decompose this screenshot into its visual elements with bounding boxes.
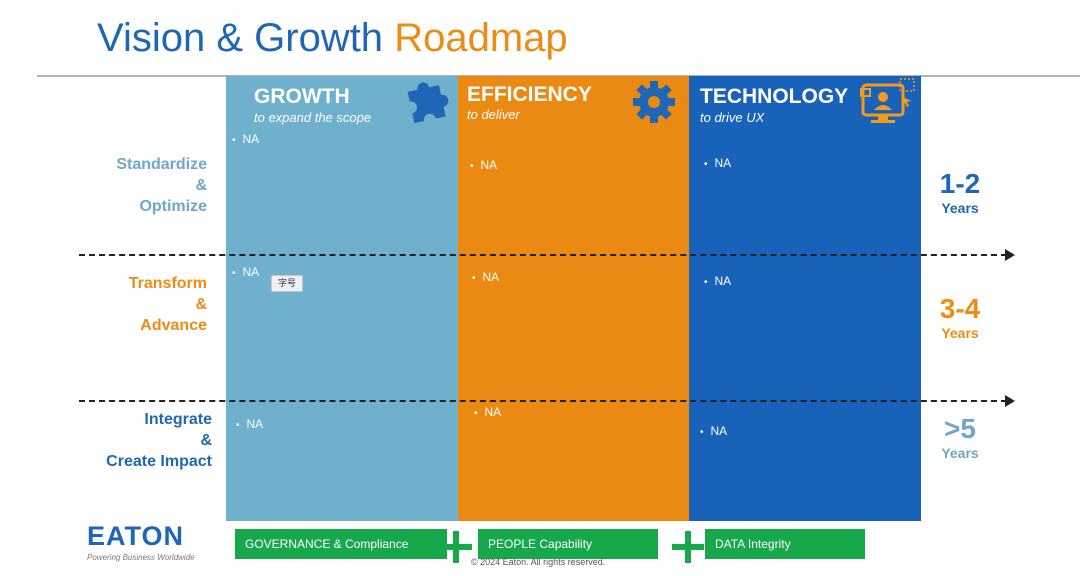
row-label-line: Advance <box>140 317 207 334</box>
years-1-2: 1-2 Years <box>920 168 1000 217</box>
growth-subtitle: to expand the scope <box>254 110 372 125</box>
arrowhead-icon <box>1005 249 1015 261</box>
plus-icon <box>440 531 472 563</box>
technology-bullet-1: NA <box>704 156 732 172</box>
font-size-tooltip: 字号 <box>271 275 304 292</box>
years-unit: Years <box>941 445 979 461</box>
monitor-user-icon <box>860 78 915 123</box>
row-label-line: Optimize <box>139 198 207 215</box>
title-main: Vision & Growth <box>97 16 384 60</box>
years-3-4: 3-4 Years <box>920 293 1000 342</box>
row-label-line: & <box>195 177 207 194</box>
puzzle-icon <box>407 82 449 124</box>
years-unit: Years <box>941 200 979 216</box>
plus-icon <box>672 531 704 563</box>
technology-bullet-2: NA <box>704 274 732 290</box>
efficiency-column <box>458 76 689 521</box>
efficiency-bullet-3: NA <box>474 405 502 421</box>
slide-title: Vision & Growth Roadmap <box>97 12 568 64</box>
row-label-line: Create Impact <box>106 453 212 470</box>
efficiency-bullet-1: NA <box>470 158 498 174</box>
pill-people: PEOPLE Capability <box>478 529 658 559</box>
row-label-line: Standardize <box>116 156 207 173</box>
growth-heading: GROWTH <box>254 85 350 108</box>
logo-tagline: Powering Business Worldwide <box>87 553 195 562</box>
row-label-integrate: Integrate & Create Impact <box>106 409 212 472</box>
gear-icon <box>633 81 675 123</box>
row-label-line: Integrate <box>144 411 212 428</box>
timeline-arrow-1 <box>79 254 1007 256</box>
pill-data: DATA Integrity <box>705 529 865 559</box>
technology-bullet-3: NA <box>700 424 728 440</box>
years-unit: Years <box>941 325 979 341</box>
years-number: >5 <box>944 413 976 444</box>
arrowhead-icon <box>1005 395 1015 407</box>
row-label-line: & <box>200 432 212 449</box>
title-accent: Roadmap <box>394 16 568 60</box>
technology-column <box>689 76 921 521</box>
growth-bullet-3: NA <box>236 417 264 433</box>
eaton-logo: EATON <box>87 521 185 551</box>
growth-bullet-2: NA <box>232 265 260 281</box>
efficiency-heading: EFFICIENCY <box>467 83 592 106</box>
row-label-transform: Transform & Advance <box>129 273 207 336</box>
copyright-text: © 2024 Eaton. All rights reserved. <box>471 557 606 567</box>
growth-bullet-1: NA <box>232 132 260 148</box>
efficiency-bullet-2: NA <box>472 270 500 286</box>
timeline-arrow-2 <box>79 400 1007 402</box>
years-5-plus: >5 Years <box>920 413 1000 462</box>
row-label-line: Transform <box>128 275 207 292</box>
technology-heading: TECHNOLOGY <box>700 85 849 108</box>
efficiency-subtitle: to deliver <box>467 107 520 122</box>
years-number: 3-4 <box>939 293 981 324</box>
row-label-standardize: Standardize & Optimize <box>116 154 207 217</box>
technology-subtitle: to drive UX <box>700 110 765 125</box>
pill-governance: GOVERNANCE & Compliance <box>235 529 447 559</box>
years-number: 1-2 <box>939 168 981 199</box>
growth-column <box>226 76 458 521</box>
row-label-line: & <box>195 296 207 313</box>
